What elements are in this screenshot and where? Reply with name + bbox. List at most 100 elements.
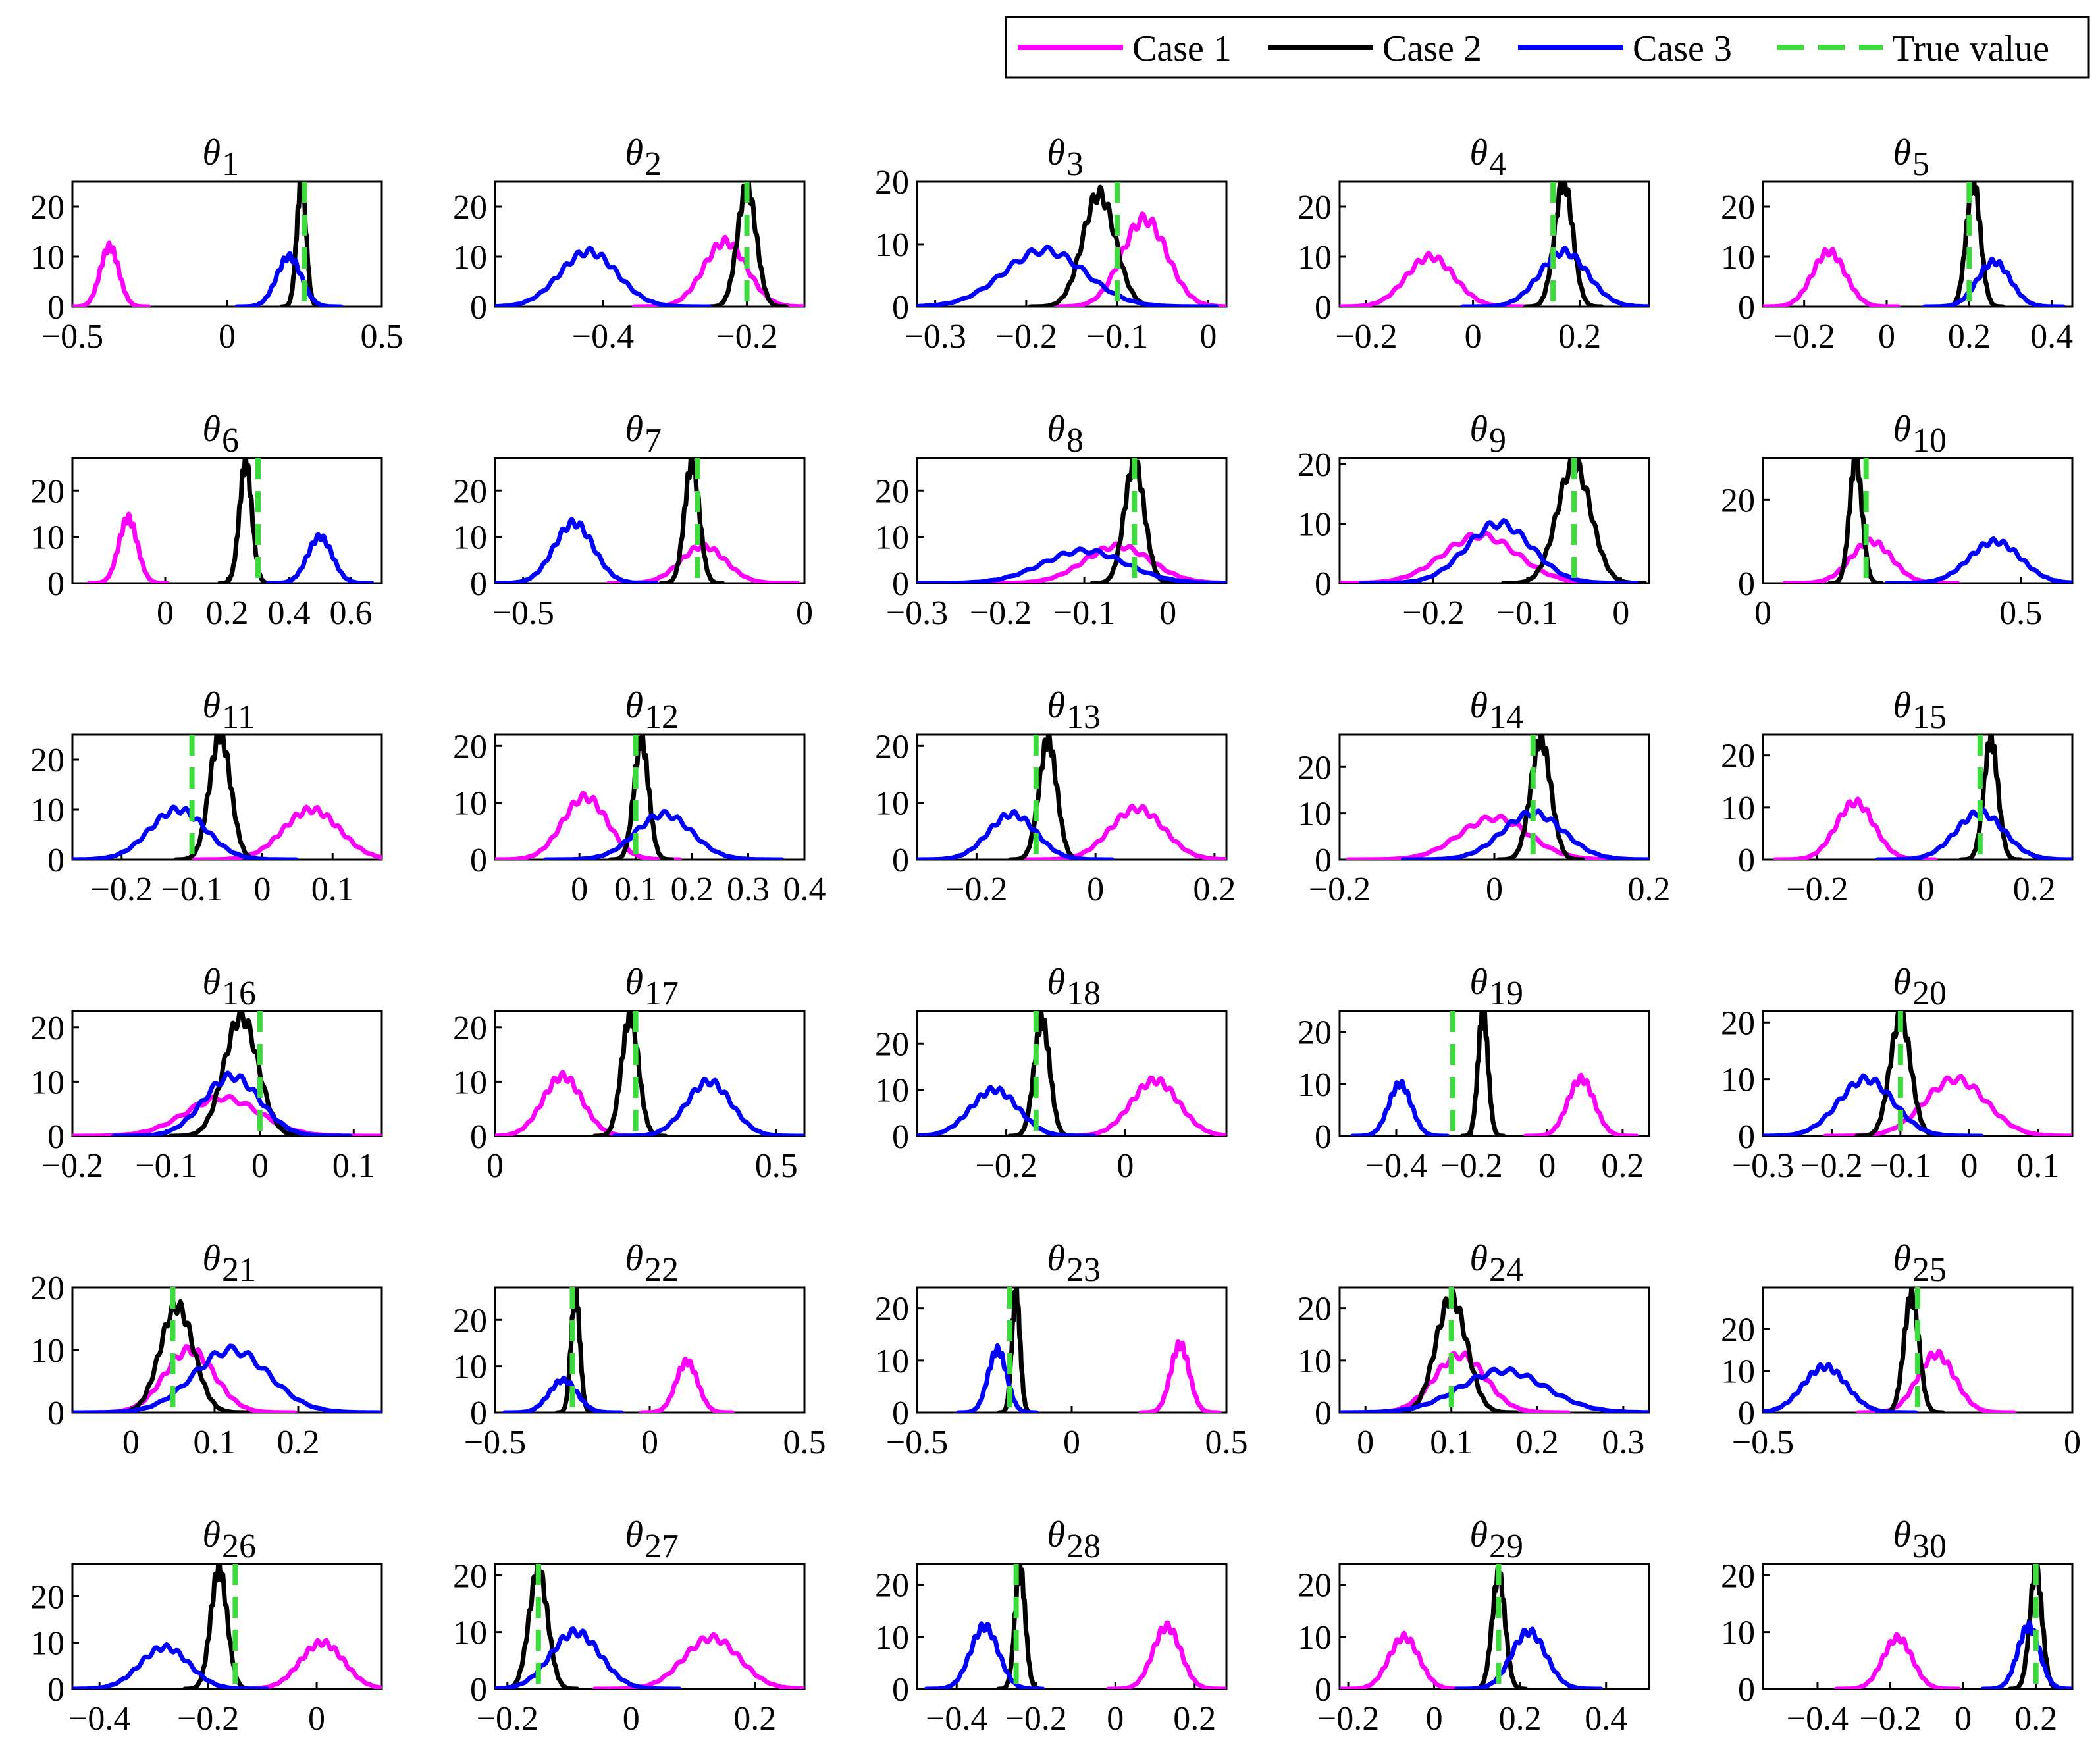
subplot-title-symbol: θ xyxy=(625,962,643,1002)
x-tick-label: 0 xyxy=(1465,318,1482,355)
y-tick-label: 10 xyxy=(1298,1066,1332,1104)
x-tick-label: 0 xyxy=(253,871,271,908)
density-curve-case-3 xyxy=(111,1070,353,1136)
x-tick-label: 0 xyxy=(1486,871,1503,908)
subplot-title-index: 1 xyxy=(222,145,239,183)
y-tick-label: 20 xyxy=(30,1010,65,1047)
x-tick-label: 0 xyxy=(1063,1424,1080,1461)
y-tick-label: 10 xyxy=(1298,796,1332,833)
density-curve-case-2 xyxy=(173,735,267,860)
y-tick-label: 0 xyxy=(1738,565,1755,603)
x-tick-label: −0.4 xyxy=(926,1700,987,1738)
subplot-title-index: 18 xyxy=(1066,975,1101,1012)
subplot-theta-5: 0 10 20 −0.2 0 0.2 0.4 θ 5 xyxy=(1721,132,2074,355)
y-tick-label: 0 xyxy=(470,565,487,603)
y-tick-label: 20 xyxy=(1721,482,1755,519)
subplot-theta-26: 0 10 20 −0.4 −0.2 0 θ 26 xyxy=(30,1515,383,1738)
y-tick-label: 10 xyxy=(453,785,487,823)
x-tick-label: 0.5 xyxy=(1205,1424,1248,1461)
subplot-title-symbol: θ xyxy=(1047,1515,1065,1555)
y-tick-label: 0 xyxy=(47,1671,65,1709)
subplot-theta-15: 0 10 20 −0.2 0 0.2 θ 15 xyxy=(1721,685,2074,908)
y-tick-label: 20 xyxy=(1721,738,1755,775)
subplot-theta-30: 0 10 20 −0.4 −0.2 0 0.2 θ 30 xyxy=(1721,1515,2074,1738)
density-curve-case-1 xyxy=(72,1094,382,1136)
subplot-title-index: 22 xyxy=(644,1251,679,1289)
axes-box xyxy=(1338,180,1650,308)
y-tick-label: 0 xyxy=(1738,289,1755,326)
subplot-title-symbol: θ xyxy=(1047,1238,1065,1279)
y-tick-label: 10 xyxy=(1721,239,1755,276)
density-curve-case-1 xyxy=(1523,1072,1639,1136)
density-curve-case-1 xyxy=(975,541,1226,583)
density-curve-case-1 xyxy=(632,234,804,307)
y-tick-label: 10 xyxy=(1721,1353,1755,1391)
x-tick-label: −0.5 xyxy=(1732,1424,1794,1461)
y-tick-label: 10 xyxy=(30,239,65,276)
x-tick-label: 0.2 xyxy=(1948,318,1991,355)
subplot-title-index: 28 xyxy=(1066,1528,1101,1565)
x-tick-label: 0.3 xyxy=(727,871,770,908)
x-tick-label: −0.3 xyxy=(904,318,966,355)
y-tick-label: 10 xyxy=(875,785,909,823)
y-tick-label: 20 xyxy=(30,473,65,510)
density-curve-case-3 xyxy=(956,1343,1039,1413)
density-curve-case-1 xyxy=(1340,251,1534,307)
x-tick-label: 0 xyxy=(1754,594,1771,632)
x-tick-label: −0.2 xyxy=(975,1147,1037,1185)
density-curve-case-1 xyxy=(1340,1630,1470,1689)
density-curve-case-2 xyxy=(996,1564,1045,1689)
x-tick-label: 0.5 xyxy=(755,1147,798,1185)
y-tick-label: 10 xyxy=(1298,506,1332,544)
y-tick-label: 20 xyxy=(30,742,65,779)
subplot-title-symbol: θ xyxy=(1047,409,1065,450)
subplot-title-symbol: θ xyxy=(1047,962,1065,1002)
density-curve-case-3 xyxy=(917,1085,1097,1136)
subplot-title-symbol: θ xyxy=(1047,685,1065,726)
y-tick-label: 10 xyxy=(1721,790,1755,827)
density-curve-case-2 xyxy=(608,735,675,860)
density-curve-case-1 xyxy=(639,1356,735,1413)
density-curve-case-3 xyxy=(72,1343,382,1413)
y-tick-label: 10 xyxy=(453,239,487,276)
density-curve-case-1 xyxy=(495,1070,648,1136)
y-tick-label: 0 xyxy=(1315,842,1332,879)
y-tick-label: 10 xyxy=(453,1349,487,1386)
y-tick-label: 0 xyxy=(1315,1395,1332,1432)
density-curve-case-2 xyxy=(1007,1011,1077,1136)
density-curve-case-3 xyxy=(1460,246,1649,307)
y-tick-label: 10 xyxy=(1298,1619,1332,1657)
x-tick-label: 0 xyxy=(1357,1424,1374,1461)
subplot-theta-13: 0 10 20 −0.2 0 0.2 θ 13 xyxy=(875,685,1236,908)
axes-box xyxy=(494,1286,806,1414)
x-tick-label: 0 xyxy=(1917,871,1934,908)
x-tick-label: −0.4 xyxy=(68,1700,130,1738)
legend-label-case-2: Case 2 xyxy=(1382,28,1482,69)
y-tick-label: 20 xyxy=(453,473,487,510)
subplot-theta-2: 0 10 20 −0.4 −0.2 θ 2 xyxy=(453,132,806,355)
x-tick-label: 0.2 xyxy=(671,871,714,908)
y-tick-label: 0 xyxy=(1738,842,1755,879)
x-tick-label: −0.3 xyxy=(886,594,948,632)
axes-box xyxy=(1762,1010,2074,1137)
density-curve-case-1 xyxy=(592,1632,804,1689)
subplot-theta-19: 0 10 20 −0.4 −0.2 0 0.2 θ 19 xyxy=(1298,962,1650,1185)
subplot-title-index: 30 xyxy=(1912,1528,1947,1565)
axes-box xyxy=(71,1010,383,1137)
x-tick-label: −0.2 xyxy=(477,1700,538,1738)
y-tick-label: 20 xyxy=(453,1302,487,1339)
density-curve-case-3 xyxy=(265,532,375,583)
density-curve-case-1 xyxy=(1763,247,1901,307)
subplot-title-index: 4 xyxy=(1489,145,1506,183)
x-tick-label: 0 xyxy=(1087,871,1104,908)
legend: Case 1 Case 2 Case 3 True value xyxy=(1005,16,2090,79)
x-tick-label: 0.2 xyxy=(733,1700,776,1738)
y-tick-label: 10 xyxy=(875,1343,909,1380)
